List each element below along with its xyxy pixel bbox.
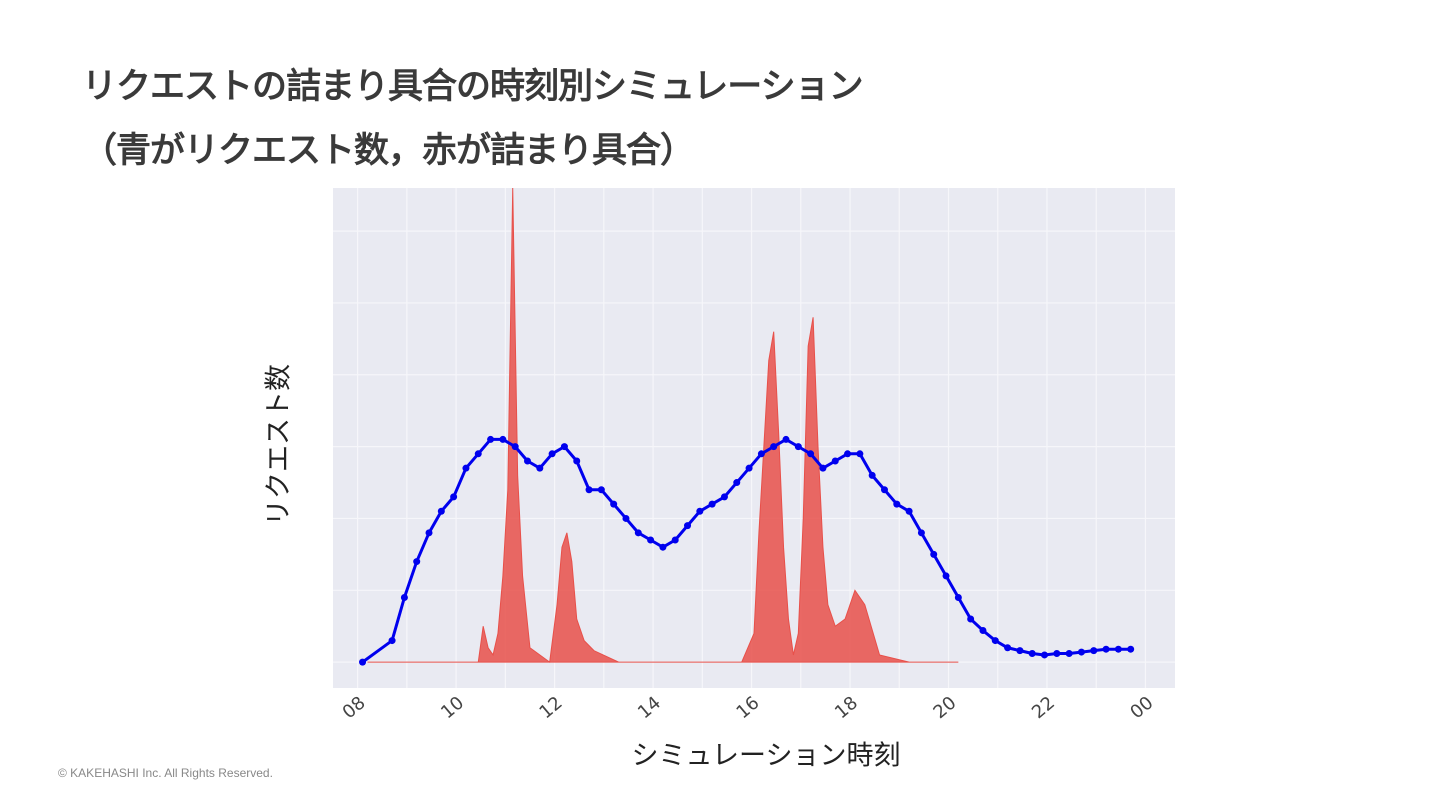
requests-point	[413, 558, 421, 566]
requests-point	[917, 529, 925, 537]
requests-point	[359, 658, 367, 666]
requests-point	[536, 464, 544, 472]
copyright-footer: © KAKEHASHI Inc. All Rights Reserved.	[58, 766, 273, 780]
y-axis-label: リクエスト数	[263, 364, 295, 526]
requests-point	[954, 593, 962, 601]
slide-title: リクエストの詰まり具合の時刻別シミュレーション	[82, 67, 864, 107]
x-tick-label: 20	[929, 692, 960, 723]
requests-point	[720, 493, 728, 501]
x-tick-label: 16	[732, 692, 763, 723]
requests-point	[1077, 648, 1085, 656]
requests-point	[425, 529, 433, 537]
requests-point	[671, 536, 679, 544]
requests-point	[1028, 650, 1036, 658]
requests-point	[880, 486, 888, 494]
requests-point	[770, 443, 778, 451]
slide-subtitle: （青がリクエスト数，赤が詰まり具合）	[82, 131, 695, 171]
requests-point	[991, 637, 999, 645]
requests-point	[930, 550, 938, 558]
x-tick-label: 22	[1028, 692, 1059, 723]
requests-point	[622, 514, 630, 522]
requests-point	[487, 435, 495, 443]
requests-point	[400, 593, 408, 601]
requests-series	[359, 435, 1135, 666]
requests-point	[844, 450, 852, 458]
requests-point	[634, 529, 642, 537]
requests-point	[1102, 645, 1110, 653]
requests-point	[450, 493, 458, 501]
requests-point	[523, 457, 531, 465]
x-tick-labels: 08 10 12 14 16 18 20 22 00	[339, 692, 1158, 723]
requests-point	[868, 471, 876, 479]
requests-point	[1065, 650, 1073, 658]
requests-point	[745, 464, 753, 472]
requests-point	[585, 486, 593, 494]
requests-point	[474, 450, 482, 458]
x-axis-label: シミュレーション時刻	[631, 740, 901, 772]
requests-point	[560, 443, 568, 451]
requests-point	[1114, 645, 1122, 653]
x-tick-label: 00	[1126, 692, 1157, 723]
requests-point	[942, 572, 950, 580]
requests-point	[1041, 651, 1049, 659]
requests-point	[437, 507, 445, 515]
requests-point	[647, 536, 655, 544]
requests-point	[831, 457, 839, 465]
requests-point	[696, 507, 704, 515]
requests-point	[1053, 650, 1061, 658]
requests-point	[1090, 647, 1098, 655]
requests-point	[733, 479, 741, 487]
x-tick-label: 12	[536, 692, 567, 723]
x-tick-label: 08	[339, 692, 370, 723]
plot-area	[333, 188, 1175, 688]
x-tick-label: 14	[634, 692, 665, 723]
requests-point	[499, 435, 507, 443]
requests-point	[684, 522, 692, 530]
requests-point	[856, 450, 864, 458]
requests-point	[794, 443, 802, 451]
congestion-series	[367, 187, 959, 664]
requests-point	[757, 450, 765, 458]
x-tick-label: 18	[831, 692, 862, 723]
requests-point	[893, 500, 901, 508]
requests-point	[511, 443, 519, 451]
requests-point	[708, 500, 716, 508]
requests-point	[819, 464, 827, 472]
requests-point	[548, 450, 556, 458]
requests-point	[462, 464, 470, 472]
requests-point	[659, 543, 667, 551]
requests-point	[905, 507, 913, 515]
requests-point	[610, 500, 618, 508]
requests-point	[573, 457, 581, 465]
requests-point	[807, 450, 815, 458]
requests-point	[979, 627, 987, 635]
congestion-area	[367, 187, 959, 664]
requests-point	[1004, 644, 1012, 652]
x-tick-label: 10	[437, 692, 468, 723]
requests-point	[967, 615, 975, 623]
requests-point	[388, 637, 396, 645]
requests-point	[1016, 647, 1024, 655]
requests-point	[782, 435, 790, 443]
requests-point	[1127, 645, 1135, 653]
requests-point	[597, 486, 605, 494]
